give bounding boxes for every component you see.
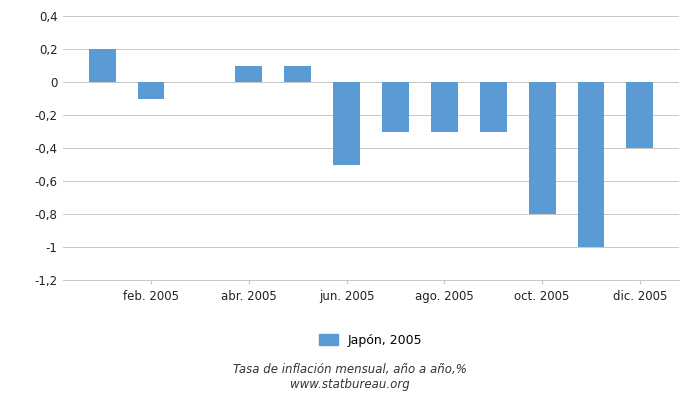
Text: www.statbureau.org: www.statbureau.org [290, 378, 410, 391]
Bar [626, 82, 653, 148]
Bar [578, 82, 604, 247]
Legend: Japón, 2005: Japón, 2005 [319, 334, 423, 347]
Bar [431, 82, 458, 132]
Bar [89, 49, 116, 82]
Bar [138, 82, 164, 98]
Bar [235, 66, 262, 82]
Bar [382, 82, 409, 132]
Text: Tasa de inflación mensual, año a año,%: Tasa de inflación mensual, año a año,% [233, 364, 467, 376]
Bar [528, 82, 556, 214]
Bar [480, 82, 507, 132]
Bar [333, 82, 360, 164]
Bar [284, 66, 311, 82]
